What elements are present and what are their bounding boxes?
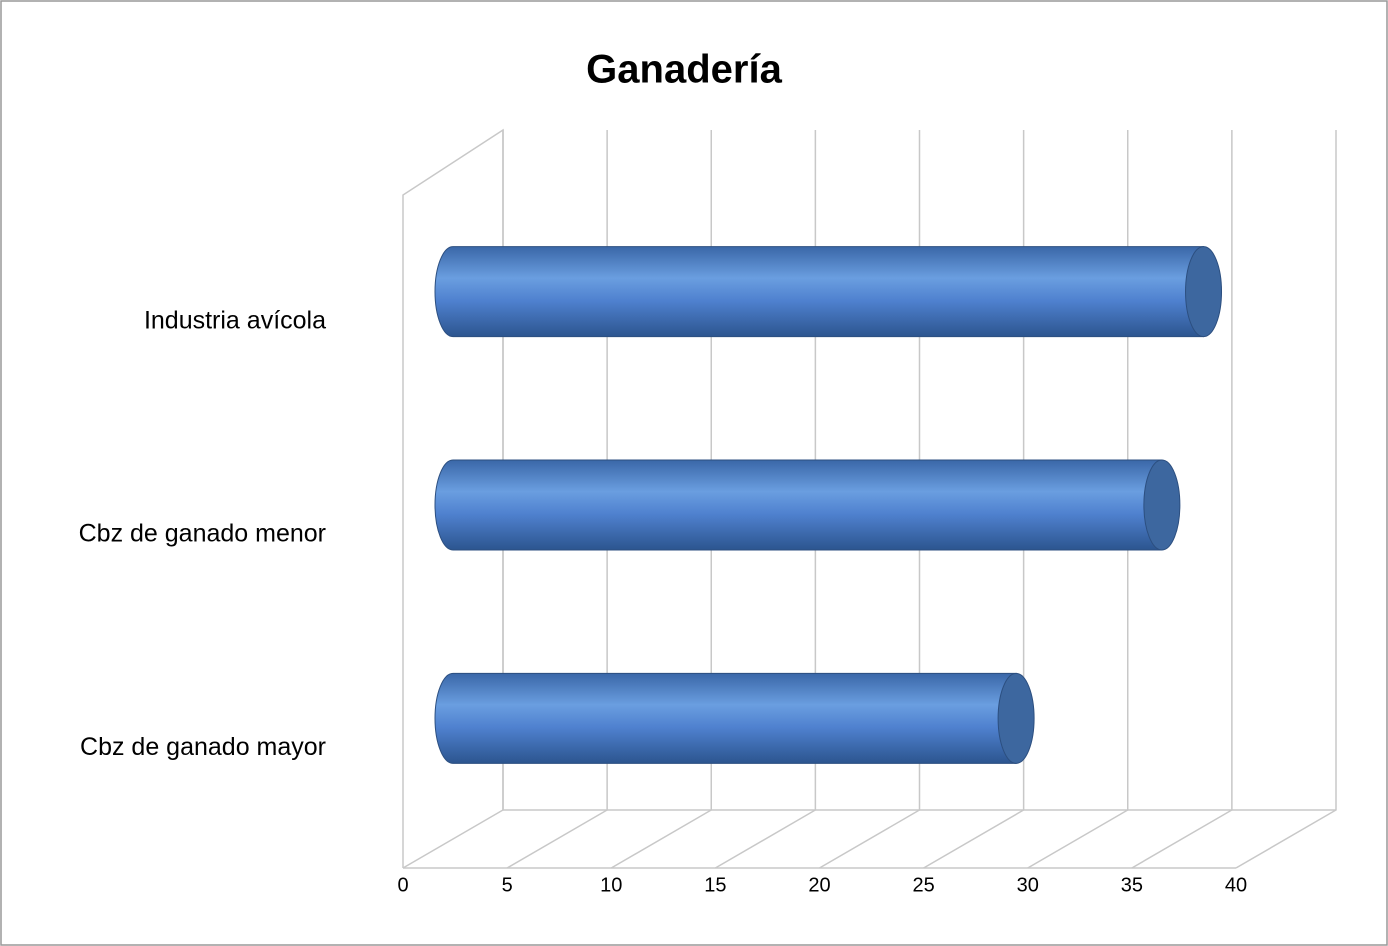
bar [434, 672, 1035, 764]
x-tick-label: 40 [1225, 874, 1247, 896]
bar [434, 459, 1181, 551]
x-tick-label: 20 [808, 874, 830, 896]
y-tick-label: Industria avícola [144, 306, 326, 334]
bar-cap [1185, 246, 1223, 338]
y-tick-label: Cbz de ganado menor [79, 520, 326, 548]
x-tick-label: 0 [397, 874, 408, 896]
bar-cap [1143, 459, 1181, 551]
x-tick-label: 15 [704, 874, 726, 896]
chart-title: Ganadería [586, 48, 782, 92]
x-tick-label: 25 [913, 874, 935, 896]
x-tick-label: 10 [600, 874, 622, 896]
bar-cap [997, 672, 1035, 764]
x-tick-label: 5 [502, 874, 513, 896]
bar-body [434, 672, 1017, 764]
bar [434, 246, 1223, 338]
y-tick-label: Cbz de ganado mayor [80, 733, 326, 761]
bar-body [434, 459, 1163, 551]
x-tick-label: 35 [1121, 874, 1143, 896]
bar-body [434, 246, 1205, 338]
x-tick-label: 30 [1017, 874, 1039, 896]
